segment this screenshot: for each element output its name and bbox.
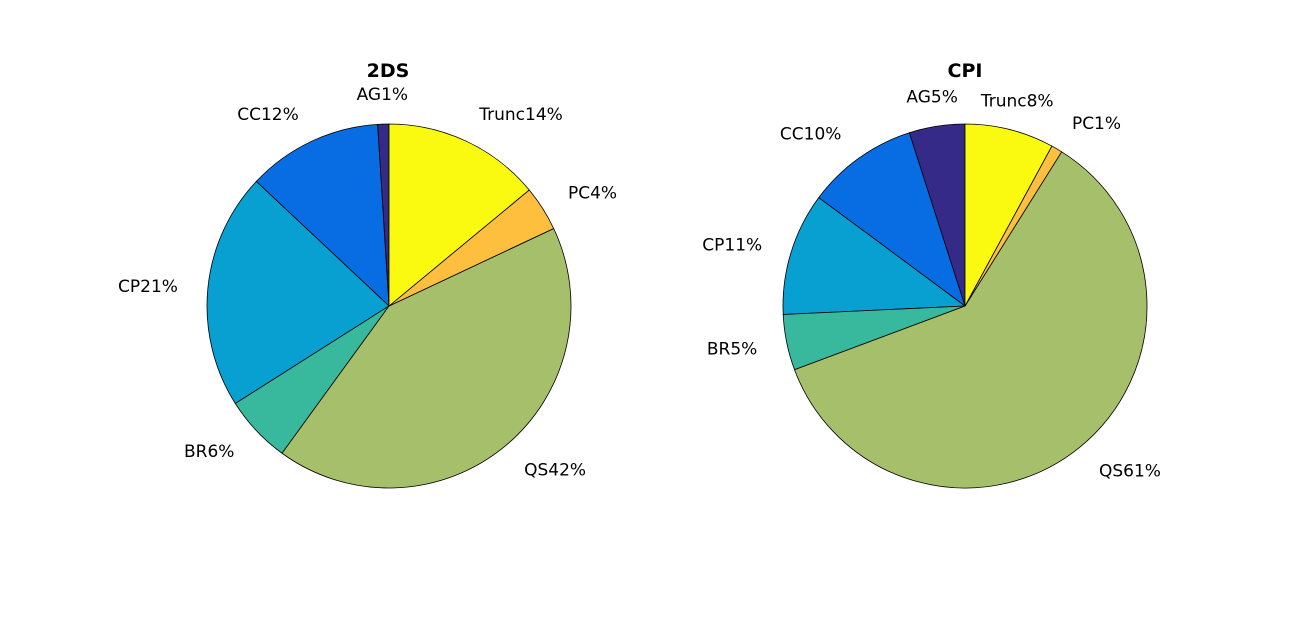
pie-chart-2ds: 2DS Trunc14% PC4% QS42% BR6% CP21% CC12% AG1% [118,60,617,489]
pie-label-2ds-br: BR6% [184,442,234,462]
pie-slice-2ds-cc [255,123,390,307]
pie-slice-2ds-trunc [388,123,530,307]
pie-label-cpi-trunc: Trunc8% [980,92,1054,112]
pie-label-cpi-br: BR5% [707,340,757,360]
pie-label-cpi-ag: AG5% [906,88,957,108]
pie-label-2ds-ag: AG1% [357,85,408,105]
pie-label-2ds-trunc: Trunc14% [478,105,563,125]
pie-label-2ds-cc: CC12% [237,105,299,125]
pie-chart-cpi: CPI Trunc8% PC1% QS61% BR5% CP11% CC10% AG5% [702,60,1161,489]
pie-label-cpi-cp: CP11% [702,235,762,255]
pie-slice-2ds-cp [206,180,390,405]
pie-slice-cpi-cp [782,197,967,315]
chart-title-2ds: 2DS [367,60,410,82]
pie-slice-cpi-cc [818,132,966,308]
pie-label-2ds-cp: CP21% [118,277,178,297]
pie-slice-cpi-qs [794,151,1148,489]
pie-label-cpi-pc: PC1% [1072,114,1121,134]
pie-slice-cpi-trunc [964,123,1053,307]
pie-label-cpi-qs: QS61% [1099,461,1161,481]
pie-label-2ds-qs: QS42% [524,460,586,480]
pie-label-cpi-cc: CC10% [780,125,842,145]
pie-slice-2ds-qs [281,227,572,489]
chart-title-cpi: CPI [948,60,983,82]
pie-label-2ds-pc: PC4% [568,183,617,203]
